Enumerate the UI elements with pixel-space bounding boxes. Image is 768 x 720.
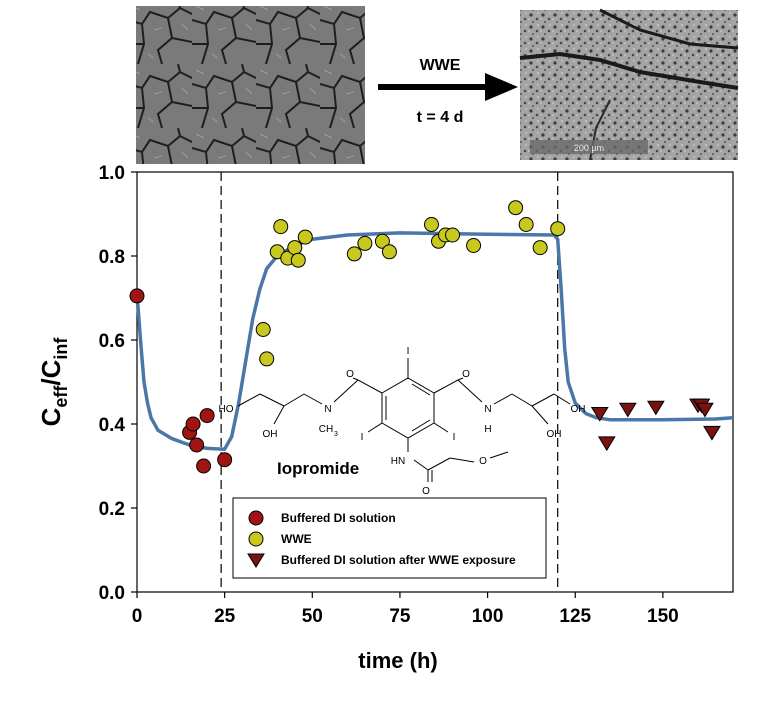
y-axis-title-sub1: eff	[51, 385, 71, 408]
atom-label: I	[407, 346, 410, 357]
plot-frame	[136, 171, 734, 593]
series-3-point	[703, 425, 721, 441]
series-2-point	[518, 217, 534, 232]
series-1-point	[199, 408, 215, 424]
x-tick-label: 0	[132, 606, 143, 627]
series-2-point	[508, 200, 524, 216]
atom-label: O	[422, 486, 430, 497]
process-arrow: WWE t = 4 d	[378, 57, 518, 126]
series-1-point	[129, 288, 145, 304]
series-2-point	[423, 217, 439, 232]
y-tick-label: 0.6	[99, 331, 125, 352]
x-axis-ticks: 0 25 50 75 100 125 150	[132, 592, 679, 627]
series-3-point	[597, 436, 616, 452]
y-tick-label: 0.4	[99, 415, 126, 436]
series-3-point	[696, 402, 714, 418]
compound-label: Iopromide	[277, 459, 359, 478]
x-axis-title: time (h)	[358, 648, 437, 673]
data-points	[129, 200, 721, 474]
legend-label-3: Buffered DI solution after WWE exposure	[281, 553, 516, 567]
series-1-point	[189, 437, 205, 453]
series-3-point	[590, 407, 609, 422]
series-2-point	[255, 322, 271, 337]
legend-marker-3	[247, 553, 265, 568]
y-axis-title: Ceff/Cinf	[36, 337, 71, 427]
y-tick-label: 0.2	[99, 499, 125, 520]
legend-label-2: WWE	[281, 532, 312, 546]
x-tick-label: 125	[559, 606, 591, 627]
svg-text:Ceff/Cinf: Ceff/Cinf	[36, 337, 71, 427]
series-2-point	[532, 240, 548, 256]
series-1-point	[196, 458, 212, 474]
atom-label: N	[324, 404, 331, 415]
atom-label: OH	[547, 429, 562, 440]
atom-label: 3	[334, 431, 338, 438]
series-2-point	[550, 221, 566, 237]
series-2-point	[297, 229, 313, 245]
y-tick-label: 0.0	[99, 583, 125, 604]
y-tick-label: 0.8	[99, 247, 125, 268]
sem-image-before	[136, 6, 365, 164]
series-2-point	[346, 246, 362, 262]
y-axis-title-sub2: inf	[51, 337, 71, 360]
x-tick-label: 100	[472, 606, 504, 627]
atom-label: OH	[263, 429, 278, 440]
atom-label: HN	[391, 456, 405, 467]
series-2-point	[273, 219, 289, 235]
atom-label: O	[346, 369, 354, 380]
atom-label: CH	[319, 424, 333, 435]
atom-label: HO	[219, 404, 234, 415]
atom-label: I	[453, 432, 456, 443]
legend: Buffered DI solution WWE Buffered DI solut…	[232, 497, 547, 579]
series-3-point	[646, 400, 665, 416]
series-2-point	[287, 240, 303, 256]
series-2-point	[374, 233, 390, 249]
atom-label: N	[484, 404, 491, 415]
y-tick-label: 1.0	[99, 163, 125, 184]
series-2-point	[259, 351, 275, 367]
x-tick-label: 75	[389, 606, 411, 627]
sem-scale-text: 200 µm	[574, 143, 604, 153]
arrow-label-bottom: t = 4 d	[417, 109, 464, 126]
series-3-point	[618, 402, 637, 418]
series-2-point	[357, 235, 373, 251]
y-axis-ticks: 0.0 0.2 0.4 0.6 0.8 1.0	[99, 163, 137, 604]
fit-curve	[135, 231, 734, 451]
y-axis-title-slash: /C	[36, 359, 66, 385]
series-1-point	[185, 416, 201, 432]
series-2-point	[290, 252, 306, 268]
atom-label: H	[484, 424, 491, 435]
legend-label-1: Buffered DI solution	[281, 511, 396, 525]
x-tick-label: 50	[302, 606, 323, 627]
atom-label: O	[462, 369, 470, 380]
legend-marker-1	[248, 510, 264, 526]
y-axis-title-main: C	[36, 407, 66, 426]
x-tick-label: 25	[214, 606, 236, 627]
atom-label: I	[361, 432, 364, 443]
atom-label: OH	[571, 404, 586, 415]
x-tick-label: 150	[647, 606, 679, 627]
plot-area: 0 25 50 75 100 125 150 0.0 0.2 0.4 0.6 0.8 1.0	[99, 163, 734, 627]
series-1-point	[217, 452, 233, 468]
series-2-point	[381, 244, 397, 260]
arrow-label-top: WWE	[420, 57, 461, 74]
sem-image-after: 200 µm	[519, 8, 739, 161]
series-2-point	[445, 227, 461, 243]
legend-marker-2	[248, 531, 264, 547]
series-2-point	[466, 238, 482, 253]
atom-label: O	[479, 456, 487, 467]
